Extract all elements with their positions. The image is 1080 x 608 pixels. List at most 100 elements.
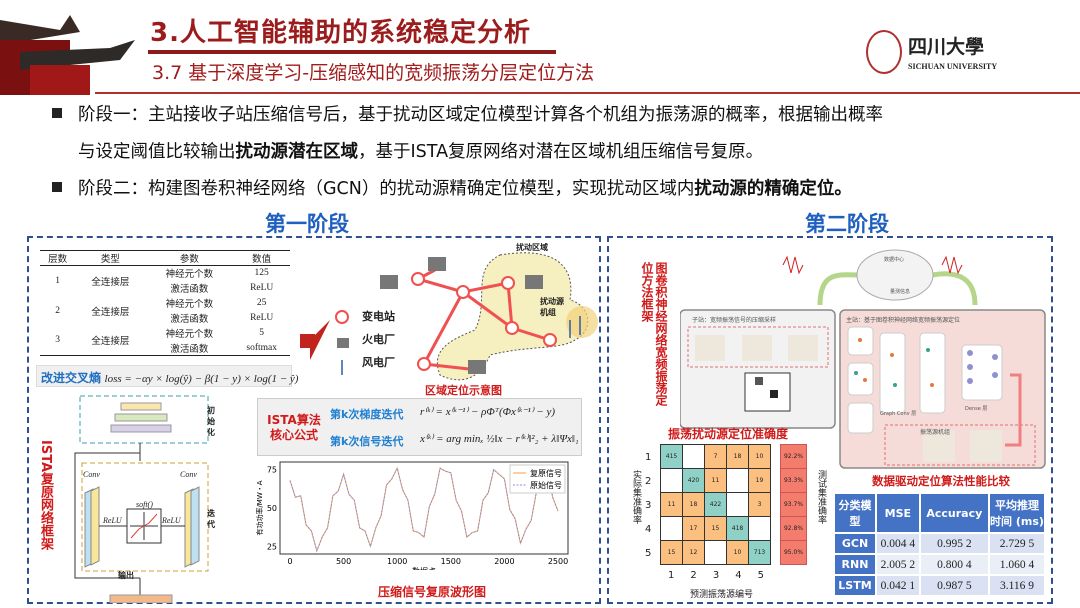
row-label: 1 (645, 452, 652, 463)
cell: ReLU (250, 313, 274, 323)
matrix-cell (682, 444, 705, 469)
col-label: 5 (757, 570, 765, 581)
heatmap-title: 振荡扰动源定位准确度 (668, 427, 789, 441)
page-subtitle: 3.7 基于深度学习-压缩感知的宽频振荡分层定位方法 (152, 62, 595, 84)
dense-label: Dense 层 (965, 406, 988, 412)
waveform-chart: 0 500 1000 1500 2000 2500 25 50 75 数据点 有功功率/MW・A 复原… (255, 461, 569, 570)
accuracy-cell: 93.7% (780, 492, 807, 517)
table-row: 激活函数 softmax (40, 341, 290, 356)
university-logo-en: SICHUAN UNIVERSITY (908, 62, 998, 71)
heatmap-ylabel: 实际集准确率 (631, 470, 641, 524)
cell: 全连接层 (91, 307, 130, 318)
y-axis-label: 有功功率/MW・A (255, 480, 264, 535)
matrix-cell (660, 516, 683, 541)
col-header: 参数 (179, 255, 199, 265)
bullet-stage-one: 阶段一：主站接收子站压缩信号后，基于扰动区域定位模型计算各个机组为振荡源的概率，… (52, 97, 1062, 171)
col-label: 4 (735, 570, 742, 581)
x-axis-label: 数据点 (412, 566, 436, 570)
header-divider (95, 92, 1080, 94)
row-label: 2 (645, 476, 652, 487)
col-header: MSE (875, 492, 921, 534)
gcn-framework-label: 图卷积神经网络宽频振荡定位方法框架 (640, 262, 668, 406)
cell: 0.995 2 (918, 532, 991, 555)
cell: 3 (55, 335, 60, 346)
accuracy-cell: 92.8% (780, 516, 807, 541)
loss-label: 改进交叉熵 (41, 371, 102, 385)
matrix-cell: 19 (748, 468, 771, 493)
col-header: Accuracy (918, 492, 991, 534)
stage-two-panel (607, 236, 1053, 604)
matrix-row: 17 15 418 (660, 516, 771, 541)
y-tick-label: 50 (267, 504, 277, 513)
waveform-caption: 压缩信号复原波形图 (378, 585, 487, 599)
output-label: 输出 (118, 571, 134, 580)
performance-title: 数据驱动定位算法性能比较 (872, 474, 1010, 488)
gradient-step-formula: r⁽ᵏ⁾ = x⁽ᵏ⁻¹⁾ − ρΦᵀ(Φx⁽ᵏ⁻¹⁾ − y) (420, 406, 555, 418)
cell: softmax (246, 342, 277, 353)
legend-substation-icon (335, 310, 349, 324)
x-tick-label: 1000 (387, 557, 407, 566)
table-row: 2 全连接层 神经元个数 25 (40, 296, 290, 318)
cell: 1 (55, 275, 60, 286)
accuracy-cell: 92.2% (780, 444, 807, 469)
ista-title: ISTA算法核心公式 (267, 413, 321, 442)
disturbance-region (437, 252, 589, 381)
disturbance-source-label: 扰动源机组 (540, 297, 564, 317)
ista-network-diagram (74, 395, 209, 603)
table-row: LSTM 0.042 1 0.987 5 3.116 9 (833, 574, 1046, 597)
x-tick-label: 500 (336, 557, 351, 566)
bullet-text: 与设定阈值比较输出 (78, 142, 236, 162)
matrix-cell: 15 (704, 516, 727, 541)
thermal-plant-icon (380, 257, 543, 374)
matrix-cell: 11 (704, 468, 727, 493)
legend-wind: 风电厂 (362, 356, 395, 369)
matrix-cell: 18 (726, 444, 749, 469)
bullet-text: 阶段一：主站接收子站压缩信号后，基于扰动区域定位模型计算各个机组为振荡源的概率，… (78, 105, 883, 125)
cell: 0.004 4 (875, 532, 921, 555)
cell: 2.729 5 (988, 532, 1046, 555)
sub-station-label: 子站：宽频振荡信号的压缩采样 (692, 317, 777, 324)
matrix-cell: 10 (748, 444, 771, 469)
table-row: 激活函数 ReLU (40, 311, 290, 326)
cell: GCN (833, 532, 877, 555)
cell: 神经元个数 (165, 300, 214, 310)
series-line (289, 464, 559, 553)
university-seal-icon (866, 30, 902, 74)
cell: 激活函数 (170, 344, 209, 355)
matrix-cell: 17 (682, 516, 705, 541)
region-location-diagram (300, 252, 598, 381)
relu-label-left: ReLU (103, 516, 122, 525)
cell: ReLU (250, 283, 274, 293)
matrix-cell: 3 (748, 492, 771, 517)
col-header: 类型 (100, 255, 120, 265)
gradient-step-label: 第k次梯度迭代 (330, 408, 404, 421)
cell: 2 (55, 305, 60, 316)
arrow-icon (310, 320, 330, 360)
main-station-label: 主站：基于图卷积神经网络宽频振荡源定位 (846, 317, 961, 324)
bullet-stage-two: 阶段二：构建图卷积神经网络（GCN）的扰动源精确定位模型，实现扰动区域内扰动源的… (52, 171, 1062, 208)
row-label: 4 (645, 524, 652, 535)
matrix-cell: 12 (682, 540, 705, 565)
ista-network-label: ISTA复原网络框架 (38, 440, 53, 551)
matrix-row: 15 12 10 713 (660, 540, 771, 565)
signal-step-label: 第k次信号迭代 (330, 435, 404, 448)
legend-label: 复原信号 (530, 468, 562, 478)
conv-label-left: Conv (83, 470, 100, 479)
stage-one-title: 第一阶段 (265, 212, 349, 236)
accuracy-cell: 93.3% (780, 468, 807, 493)
cell: 0.800 4 (918, 553, 991, 576)
init-label: 初始化 (207, 406, 215, 437)
model-parameter-table: 层数 类型 参数 数值 1 全连接层 神经元个数 125 激活函数 ReLU 2 全连接层 神经元… (40, 250, 290, 356)
matrix-cell: 15 (660, 540, 683, 565)
y-tick-label: 25 (267, 542, 277, 551)
disturbance-region-label: 扰动区域 (516, 243, 548, 252)
soft-label: soft() (136, 500, 153, 509)
legend-thermal-icon (337, 338, 349, 348)
legend-box (509, 464, 566, 494)
matrix-row: 11 18 422 3 (660, 492, 771, 517)
matrix-cell: 713 (748, 540, 771, 565)
matrix-cell: 18 (682, 492, 705, 517)
loss-formula-bar: 改进交叉熵 loss = −αy × log(ŷ) − β(1 − y) × l… (36, 365, 298, 387)
cell: 125 (254, 268, 269, 279)
conv-label-right: Conv (180, 470, 197, 479)
